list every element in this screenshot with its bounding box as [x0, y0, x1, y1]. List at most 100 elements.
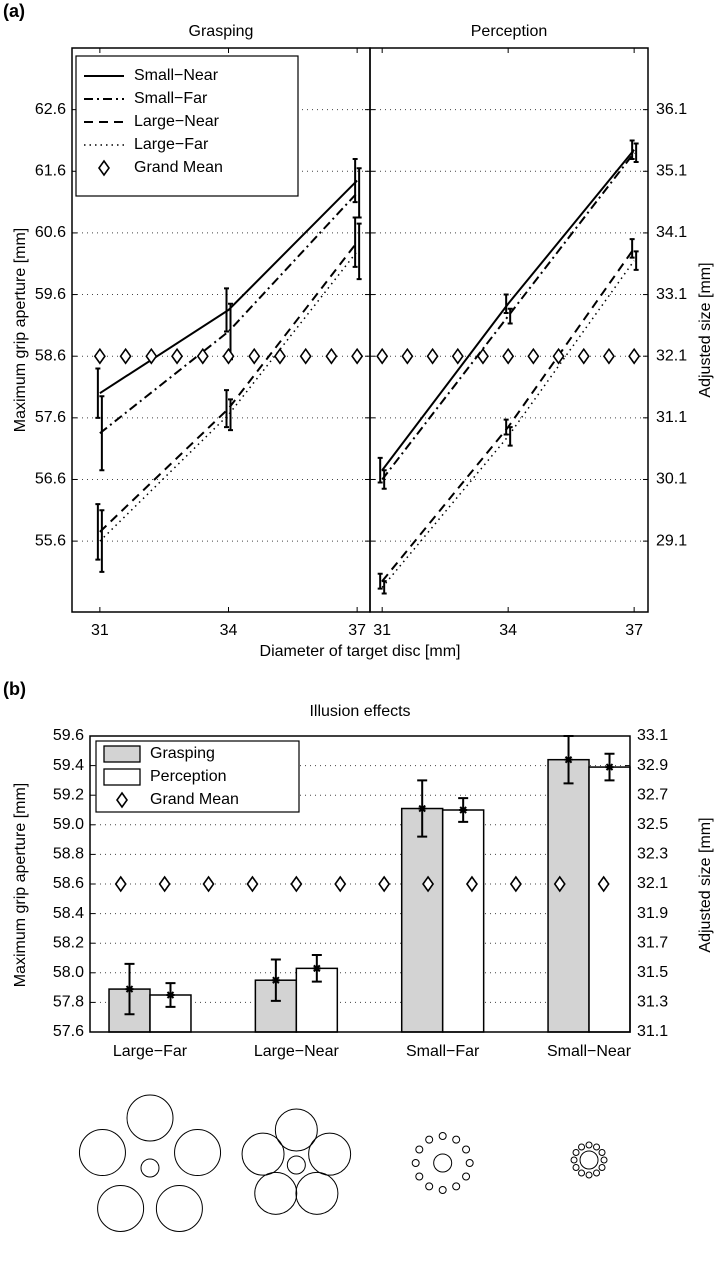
grand-mean-marker [246, 875, 259, 893]
x-tick-label: 34 [499, 622, 517, 639]
illusion-inducer [462, 1145, 471, 1154]
y2-tick-label: 34.1 [656, 224, 687, 241]
y-tick-label: 57.8 [53, 994, 84, 1011]
error-bar [224, 389, 230, 429]
illusion-inducer [452, 1182, 461, 1191]
error-bar [377, 572, 383, 590]
error-bar [417, 779, 428, 838]
error-bar [629, 238, 635, 259]
series-line [381, 152, 635, 481]
error-bar [311, 954, 322, 983]
illusion-inducer [308, 1132, 352, 1176]
x-axis-label: Diameter of target disc [mm] [260, 643, 461, 660]
error-bar [458, 797, 469, 823]
illusion-inducer [415, 1145, 424, 1154]
grand-mean-marker [114, 875, 127, 893]
x-tick-label: Large−Near [254, 1043, 340, 1060]
error-bar [381, 580, 387, 595]
illusion-target [433, 1153, 453, 1173]
grand-mean-marker [196, 347, 209, 365]
grand-mean-marker [93, 347, 106, 365]
y-tick-label: 57.6 [35, 409, 66, 426]
grand-mean-marker [552, 347, 565, 365]
y2-tick-label: 33.1 [637, 727, 668, 744]
legend-label: Large−Near [134, 113, 220, 130]
grand-mean-marker [509, 875, 522, 893]
error-bar [633, 250, 639, 271]
legend-label: Grasping [150, 745, 215, 762]
illusion-inducer [452, 1135, 461, 1144]
grand-mean-marker [422, 875, 435, 893]
error-bar [381, 469, 387, 490]
y-tick-label: 55.6 [35, 532, 66, 549]
bar [547, 758, 590, 1033]
y2-tick-label: 31.1 [656, 409, 687, 426]
grand-mean-marker [597, 875, 610, 893]
y2-tick-label: 32.3 [637, 846, 668, 863]
illusion-inducer [97, 1184, 145, 1232]
x-tick-label: 34 [220, 622, 238, 639]
y2-tick-label: 29.1 [656, 532, 687, 549]
y-tick-label: 59.2 [53, 786, 84, 803]
chart-title: Illusion effects [309, 703, 410, 720]
grand-mean-marker [334, 875, 347, 893]
x-tick-label: 37 [625, 622, 643, 639]
subplot-title: Perception [471, 23, 548, 40]
grand-mean-marker [145, 347, 158, 365]
illusion-inducer [572, 1164, 580, 1171]
illusion-inducer [462, 1172, 471, 1181]
illusion-inducer [415, 1172, 424, 1181]
x-tick-label: Small−Far [406, 1043, 480, 1060]
grand-mean-marker [202, 875, 215, 893]
series-line [381, 149, 635, 471]
illusion-inducer [593, 1143, 601, 1151]
illusion-inducer [598, 1149, 606, 1156]
error-bar [503, 418, 509, 436]
illusion-inducer [425, 1182, 434, 1191]
illusion-inducer [438, 1132, 447, 1140]
grand-mean-marker [248, 347, 261, 365]
error-bar [352, 216, 358, 268]
legend-swatch [103, 745, 141, 763]
grand-mean-marker [351, 347, 364, 365]
error-bar [503, 293, 509, 315]
series-line [99, 241, 358, 533]
y-tick-label: 59.6 [53, 727, 84, 744]
grand-mean-marker [299, 347, 312, 365]
x-tick-label: 31 [91, 622, 109, 639]
y-tick-label: 59.4 [53, 757, 84, 774]
error-bar [95, 503, 101, 561]
bar [400, 807, 444, 1033]
bar [588, 766, 631, 1033]
axis-label: Adjusted size [mm] [697, 262, 714, 397]
legend-marker [116, 791, 128, 809]
illusion-target [286, 1155, 306, 1175]
panel-label: (a) [3, 1, 25, 21]
illusion-inducer [585, 1171, 593, 1179]
error-bar [124, 962, 135, 1016]
illusion-inducer [78, 1129, 126, 1177]
y2-tick-label: 31.3 [637, 994, 668, 1011]
illusion-inducer [578, 1143, 586, 1151]
grand-mean-marker [476, 347, 489, 365]
grand-mean-marker [376, 347, 389, 365]
legend-label: Grand Mean [150, 791, 239, 808]
legend-label: Large−Far [134, 136, 209, 153]
x-tick-label: 37 [348, 622, 366, 639]
y-tick-label: 58.6 [35, 347, 66, 364]
error-bar [270, 958, 281, 1002]
y2-tick-label: 32.1 [656, 347, 687, 364]
grand-mean-marker [290, 875, 303, 893]
y2-tick-label: 32.1 [637, 875, 668, 892]
grand-mean-marker [222, 347, 235, 365]
error-bar [165, 982, 176, 1008]
axis-label: Maximum grip aperture [mm] [12, 783, 29, 988]
error-bar [356, 222, 362, 281]
y-tick-label: 58.8 [53, 846, 84, 863]
error-bar [507, 426, 513, 447]
y2-tick-label: 30.1 [656, 471, 687, 488]
y-tick-label: 62.6 [35, 101, 66, 118]
y-tick-label: 61.6 [35, 162, 66, 179]
error-bar [356, 167, 362, 219]
